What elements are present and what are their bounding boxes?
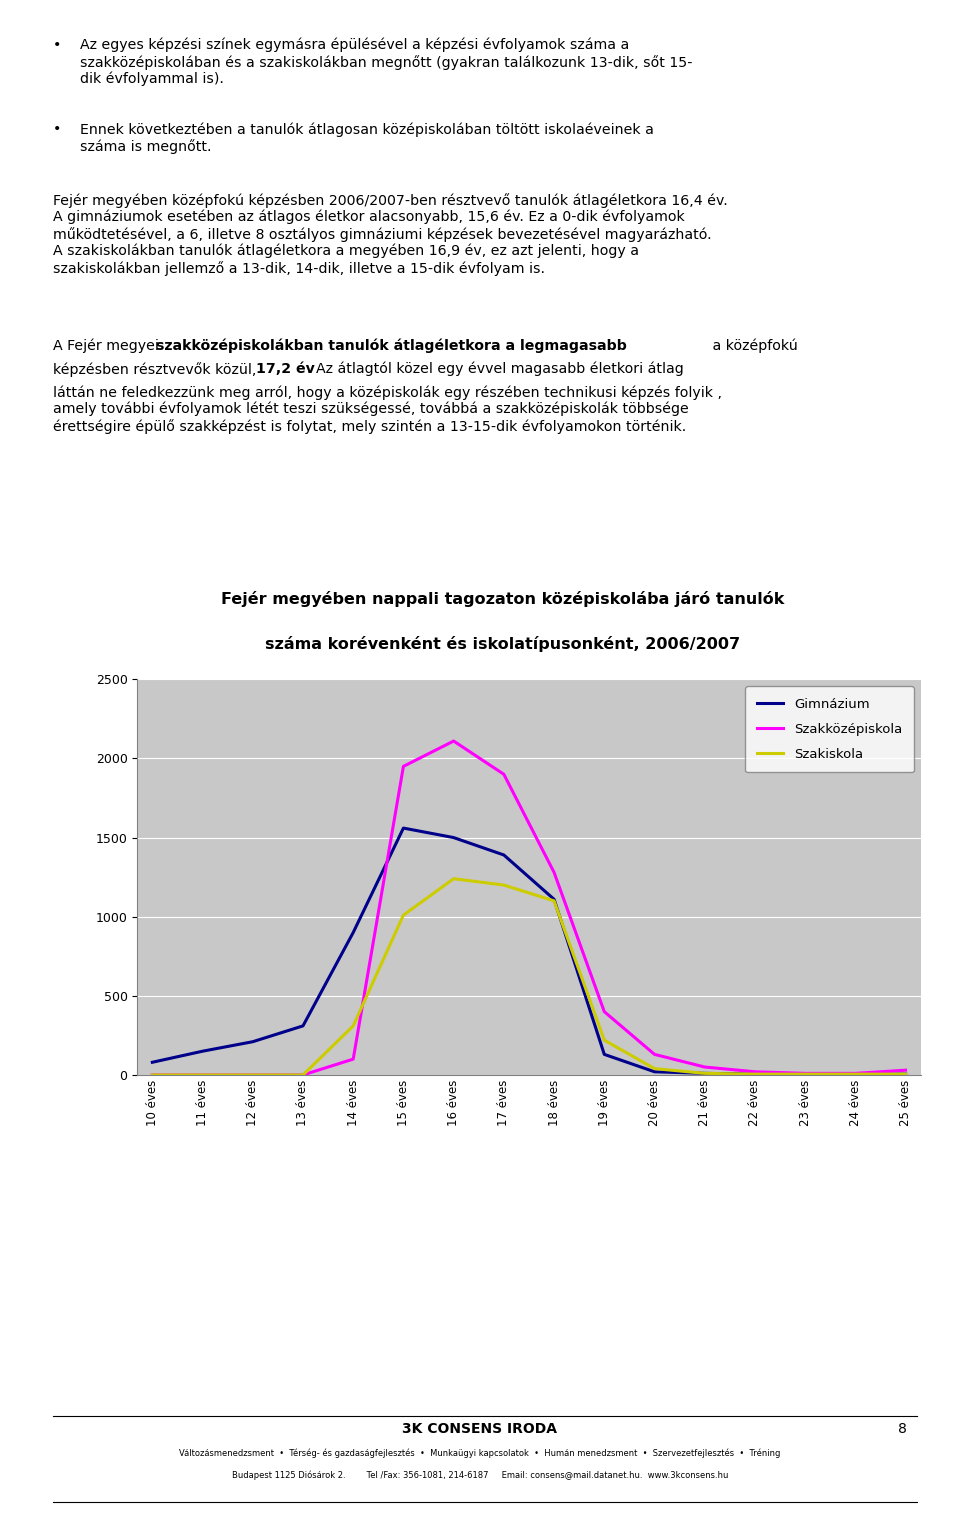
Szakközépiskola — [749, 1063, 760, 1081]
Gimnázium — [800, 1064, 811, 1083]
Gimnázium — [348, 924, 359, 942]
Szakiskola — [498, 877, 510, 895]
Szakközépiskola — [247, 1066, 258, 1084]
Text: láttán ne feledkezzünk meg arról, hogy a középiskolák egy részében technikusi ké: láttán ne feledkezzünk meg arról, hogy a… — [53, 385, 722, 433]
Gimnázium — [699, 1064, 710, 1083]
Text: A Fejér megyei: A Fejér megyei — [53, 338, 163, 353]
Szakiskola — [298, 1066, 309, 1084]
Line: Szakiskola: Szakiskola — [153, 878, 905, 1075]
Gimnázium — [197, 1042, 208, 1060]
Szakiskola — [850, 1064, 861, 1083]
Text: •: • — [53, 123, 61, 136]
Text: Az egyes képzési színek egymásra épülésével a képzési évfolyamok száma a
szakköz: Az egyes képzési színek egymásra épülésé… — [80, 38, 692, 86]
Szakközépiskola — [548, 863, 560, 881]
Szakközépiskola — [397, 757, 409, 775]
Szakközépiskola — [900, 1061, 911, 1079]
Szakiskola — [247, 1066, 258, 1084]
Line: Szakközépiskola: Szakközépiskola — [153, 740, 905, 1075]
Text: a középfokú: a középfokú — [708, 338, 797, 353]
Szakiskola — [598, 1031, 610, 1049]
Szakközépiskola — [298, 1066, 309, 1084]
Gimnázium — [749, 1064, 760, 1083]
Gimnázium — [649, 1063, 660, 1081]
Gimnázium — [247, 1033, 258, 1051]
Text: száma korévenként és iskolatípusonként, 2006/2007: száma korévenként és iskolatípusonként, … — [265, 636, 740, 653]
Szakiskola — [348, 1017, 359, 1036]
Szakközépiskola — [699, 1058, 710, 1076]
Text: Fejér megyében középfokú képzésben 2006/2007-ben résztvevő tanulók átlagéletkora: Fejér megyében középfokú képzésben 2006/… — [53, 192, 728, 276]
Gimnázium — [598, 1045, 610, 1063]
Legend: Gimnázium, Szakközépiskola, Szakiskola: Gimnázium, Szakközépiskola, Szakiskola — [745, 686, 914, 772]
Szakiskola — [699, 1064, 710, 1083]
Szakiskola — [448, 869, 460, 887]
Gimnázium — [298, 1017, 309, 1036]
Gimnázium — [147, 1054, 158, 1072]
Gimnázium — [498, 846, 510, 864]
Gimnázium — [448, 828, 460, 846]
Text: 17,2 év: 17,2 év — [256, 362, 315, 375]
Text: 3K CONSENS IRODA: 3K CONSENS IRODA — [402, 1422, 558, 1435]
Szakközépiskola — [448, 731, 460, 749]
Gimnázium — [900, 1064, 911, 1083]
Text: 8: 8 — [899, 1422, 907, 1435]
Szakközépiskola — [850, 1064, 861, 1083]
Szakközépiskola — [348, 1051, 359, 1069]
Gimnázium — [397, 819, 409, 837]
Gimnázium — [548, 890, 560, 908]
Text: . Az átlagtól közel egy évvel magasabb életkori átlag: . Az átlagtól közel egy évvel magasabb é… — [307, 362, 684, 375]
Text: Ennek következtében a tanulók átlagosan középiskolában töltött iskolaéveinek a
s: Ennek következtében a tanulók átlagosan … — [80, 123, 654, 154]
Szakiskola — [197, 1066, 208, 1084]
Text: szakközépiskolákban tanulók átlagéletkora a legmagasabb: szakközépiskolákban tanulók átlagéletkor… — [156, 338, 627, 353]
Szakközépiskola — [498, 765, 510, 783]
Szakiskola — [749, 1064, 760, 1083]
Szakközépiskola — [800, 1064, 811, 1083]
Text: Fejér megyében nappali tagozaton középiskolába járó tanulók: Fejér megyében nappali tagozaton középis… — [221, 590, 784, 607]
Text: képzésben résztvevők közül,: képzésben résztvevők közül, — [53, 362, 261, 377]
Text: Változásmenedzsment  •  Térség- és gazdaságfejlesztés  •  Munkaügyi kapcsolatok : Változásmenedzsment • Térség- és gazdasá… — [180, 1449, 780, 1458]
Gimnázium — [850, 1064, 861, 1083]
Szakközépiskola — [147, 1066, 158, 1084]
Szakiskola — [800, 1064, 811, 1083]
Szakközépiskola — [649, 1045, 660, 1063]
Line: Gimnázium: Gimnázium — [153, 828, 905, 1073]
Szakiskola — [548, 892, 560, 910]
Szakiskola — [649, 1060, 660, 1078]
Szakiskola — [397, 905, 409, 924]
Szakiskola — [900, 1064, 911, 1083]
Text: Budapest 1125 Diósárok 2.        Tel /Fax: 356-1081, 214-6187     Email: consens: Budapest 1125 Diósárok 2. Tel /Fax: 356-… — [231, 1470, 729, 1479]
Text: •: • — [53, 38, 61, 51]
Szakiskola — [147, 1066, 158, 1084]
Szakközépiskola — [598, 1002, 610, 1020]
Szakközépiskola — [197, 1066, 208, 1084]
